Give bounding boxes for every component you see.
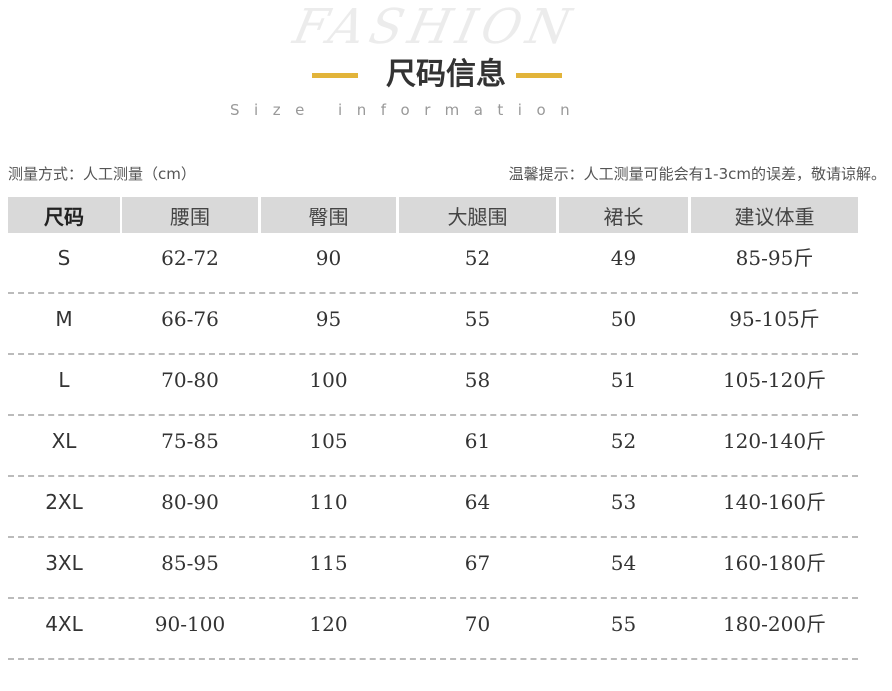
table-cell: 50 <box>610 307 637 331</box>
table-cell: 52 <box>464 246 491 270</box>
table-cell: 61 <box>464 429 491 453</box>
table-cell: 160-180斤 <box>722 551 827 575</box>
table-cell: 4XL <box>45 612 83 636</box>
table-row: S 62-72 90 52 49 85-95斤 <box>8 233 858 294</box>
table-cell: 66-76 <box>161 307 219 331</box>
table-cell: 100 <box>309 368 348 392</box>
table-cell: 105-120斤 <box>722 368 827 392</box>
measurement-method-note: 测量方式：人工测量（cm） <box>8 165 196 183</box>
column-header: 臀围 <box>261 197 396 233</box>
table-cell: 90 <box>315 246 342 270</box>
table-cell: 95 <box>315 307 342 331</box>
column-header: 腰围 <box>122 197 258 233</box>
table-cell: 3XL <box>45 551 83 575</box>
fashion-watermark: FASHION <box>288 0 582 55</box>
table-cell: 180-200斤 <box>722 612 827 636</box>
table-cell: 85-95 <box>161 551 219 575</box>
row-divider <box>8 597 858 599</box>
table-cell: 2XL <box>45 490 83 514</box>
table-cell: M <box>55 307 73 331</box>
table-cell: XL <box>51 429 77 453</box>
table-cell: 54 <box>610 551 637 575</box>
row-divider <box>8 353 858 355</box>
table-cell: 70-80 <box>161 368 219 392</box>
table-row: L 70-80 100 58 51 105-120斤 <box>8 355 858 416</box>
column-header: 建议体重 <box>691 197 858 233</box>
table-cell: 53 <box>610 490 637 514</box>
table-row: 3XL 85-95 115 67 54 160-180斤 <box>8 538 858 599</box>
table-cell: 90-100 <box>154 612 226 636</box>
row-divider <box>8 475 858 477</box>
table-cell: 58 <box>464 368 491 392</box>
tolerance-note: 温馨提示：人工测量可能会有1-3cm的误差，敬请谅解。 <box>508 165 886 183</box>
table-cell: 64 <box>464 490 491 514</box>
page-title: 尺码信息 <box>386 57 506 92</box>
column-header: 大腿围 <box>399 197 556 233</box>
title-accent-left <box>312 73 358 78</box>
table-cell: 51 <box>610 368 637 392</box>
table-cell: 49 <box>610 246 637 270</box>
table-cell: 105 <box>309 429 348 453</box>
table-cell: 55 <box>464 307 491 331</box>
row-divider <box>8 658 858 660</box>
table-cell: 67 <box>464 551 491 575</box>
table-row: M 66-76 95 55 50 95-105斤 <box>8 294 858 355</box>
table-cell: 115 <box>309 551 348 575</box>
table-cell: S <box>57 246 71 270</box>
column-header: 尺码 <box>8 197 120 233</box>
table-row: XL 75-85 105 61 52 120-140斤 <box>8 416 858 477</box>
table-cell: 120-140斤 <box>722 429 827 453</box>
table-cell: 110 <box>309 490 348 514</box>
page-subtitle: Size information <box>230 101 585 119</box>
table-row: 2XL 80-90 110 64 53 140-160斤 <box>8 477 858 538</box>
table-cell: 70 <box>464 612 491 636</box>
table-cell: 80-90 <box>161 490 219 514</box>
title-accent-right <box>516 73 562 78</box>
table-cell: 120 <box>309 612 348 636</box>
table-cell: 52 <box>610 429 637 453</box>
table-cell: 95-105斤 <box>729 307 820 331</box>
table-row: 4XL 90-100 120 70 55 180-200斤 <box>8 599 858 660</box>
row-divider <box>8 292 858 294</box>
column-header: 裙长 <box>559 197 688 233</box>
table-cell: 55 <box>610 612 637 636</box>
table-cell: 85-95斤 <box>735 246 814 270</box>
table-cell: 75-85 <box>161 429 219 453</box>
table-cell: L <box>58 368 70 392</box>
table-cell: 140-160斤 <box>722 490 827 514</box>
table-cell: 62-72 <box>161 246 219 270</box>
row-divider <box>8 414 858 416</box>
row-divider <box>8 536 858 538</box>
